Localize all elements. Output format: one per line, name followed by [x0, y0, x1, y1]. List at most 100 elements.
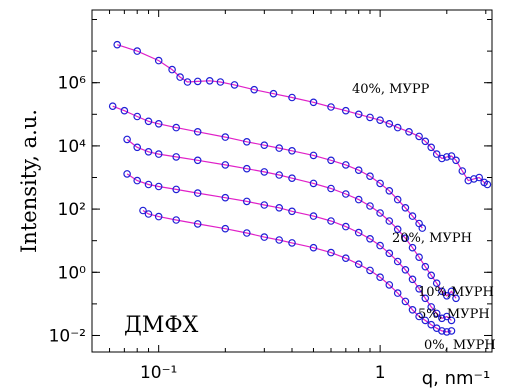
data-point [193, 156, 202, 165]
y-tick-label: 10⁻² [49, 326, 86, 346]
data-point [288, 239, 296, 247]
data-point [172, 123, 181, 132]
data-point [354, 228, 363, 237]
data-point [193, 77, 202, 86]
data-point [401, 234, 410, 243]
data-point [438, 154, 446, 163]
data-point [216, 78, 225, 86]
data-point [183, 78, 192, 86]
data-point [205, 77, 214, 85]
data-point [154, 120, 163, 128]
data-point [366, 172, 374, 181]
data-point [193, 128, 202, 136]
fit-line [126, 173, 452, 321]
fit-line [126, 138, 457, 299]
data-point [408, 243, 417, 252]
data-point [154, 182, 163, 191]
data-point [168, 65, 176, 74]
data-point [438, 287, 446, 296]
data-point [309, 179, 318, 188]
data-point [415, 253, 423, 262]
data-point [327, 184, 335, 193]
x-tick-label: 10⁻¹ [140, 363, 177, 383]
data-point [442, 328, 451, 336]
data-point [260, 141, 269, 150]
data-point [385, 281, 394, 289]
data-point [123, 135, 131, 144]
data-point [288, 147, 296, 155]
series-label: 20%, МУРН [392, 231, 472, 246]
data-point [144, 210, 153, 218]
data-point [288, 207, 296, 216]
data-point [113, 40, 122, 49]
data-point [393, 257, 402, 266]
data-point [309, 151, 318, 160]
data-point [250, 85, 259, 94]
series-label: 0%, МУРН [424, 338, 496, 353]
x-axis-label: q, nm⁻¹ [422, 368, 491, 389]
data-point [133, 176, 142, 185]
data-point [408, 275, 417, 284]
data-point [120, 106, 129, 115]
y-tick-label: 10⁶ [58, 74, 87, 94]
data-point [144, 148, 153, 156]
data-point [376, 241, 384, 250]
data-point [427, 320, 436, 329]
data-point [483, 180, 492, 189]
data-point [288, 93, 296, 102]
data-point [354, 195, 363, 204]
data-point [447, 327, 456, 335]
data-point [447, 316, 456, 325]
data-point [366, 235, 374, 243]
data-point [172, 153, 181, 161]
data-point [408, 305, 417, 314]
data-point [393, 289, 402, 297]
data-point [421, 137, 430, 146]
data-point [354, 260, 363, 269]
data-point [432, 309, 441, 318]
data-point [432, 279, 441, 288]
series-label: 40%, МУРР [352, 82, 430, 97]
data-point [327, 248, 335, 257]
series-label: 5%, МУРН [418, 307, 490, 322]
data-point [133, 47, 142, 55]
data-point [458, 167, 467, 175]
fit-line [117, 44, 488, 186]
fit-line [142, 209, 452, 333]
data-point [260, 168, 269, 176]
data-point [421, 294, 430, 303]
data-point [275, 171, 284, 179]
data-point [288, 174, 296, 183]
data-point [275, 236, 284, 244]
data-point [393, 225, 402, 234]
data-point [154, 150, 163, 158]
series-label: 10%,МУРН [418, 285, 494, 300]
data-point [447, 152, 456, 160]
data-point [221, 161, 230, 169]
data-point [401, 265, 410, 274]
data-point [393, 123, 402, 132]
data-point [415, 284, 423, 293]
data-point [385, 187, 394, 195]
data-point [260, 201, 269, 209]
data-point [442, 312, 451, 321]
data-point [133, 112, 142, 121]
data-point [475, 173, 484, 182]
data-point [144, 180, 153, 189]
data-point [243, 138, 251, 146]
data-point [401, 204, 410, 212]
data-point [133, 143, 142, 152]
data-point [432, 150, 441, 158]
y-tick-label: 10⁰ [58, 263, 87, 283]
data-point [309, 243, 318, 252]
data-point [385, 249, 394, 258]
data-point [327, 156, 335, 165]
data-point [385, 120, 394, 128]
data-point [108, 102, 117, 111]
data-point [427, 143, 436, 152]
data-point [415, 132, 423, 141]
data-point [193, 220, 202, 228]
data-point [243, 164, 251, 173]
data-point [221, 133, 230, 141]
data-point [418, 224, 427, 232]
